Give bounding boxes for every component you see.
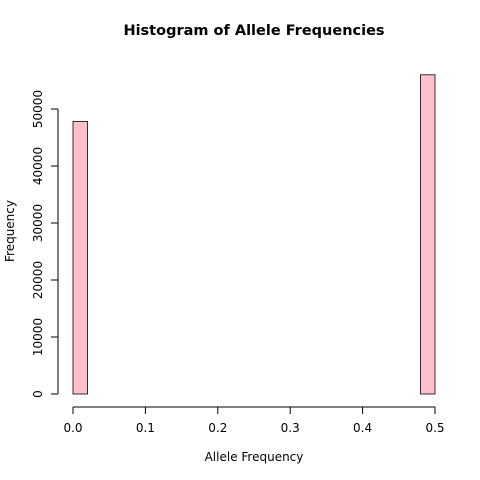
y-axis: 0 10000 20000 30000 40000 50000	[31, 90, 59, 398]
y-tick-label: 30000	[31, 204, 45, 242]
x-tick-label: 0.3	[281, 421, 300, 435]
histogram-bar	[72, 121, 88, 395]
y-tick-label: 50000	[31, 90, 45, 128]
x-tick-label: 0.1	[136, 421, 155, 435]
y-tick-label: 20000	[31, 261, 45, 299]
histogram-bar	[420, 74, 436, 395]
x-axis-label: Allele Frequency	[205, 450, 304, 464]
x-tick-label: 0.2	[208, 421, 227, 435]
y-tick-label: 40000	[31, 147, 45, 185]
chart-title: Histogram of Allele Frequencies	[123, 23, 384, 39]
y-axis-label: Frequency	[3, 200, 17, 262]
x-axis: 0.0 0.1 0.2 0.3 0.4 0.5	[63, 406, 445, 435]
y-tick-label: 10000	[31, 318, 45, 356]
x-tick-label: 0.4	[353, 421, 372, 435]
y-tick-label: 0	[31, 390, 45, 398]
bars-group	[72, 74, 436, 395]
x-tick-label: 0.0	[63, 421, 82, 435]
x-tick-label: 0.5	[425, 421, 444, 435]
